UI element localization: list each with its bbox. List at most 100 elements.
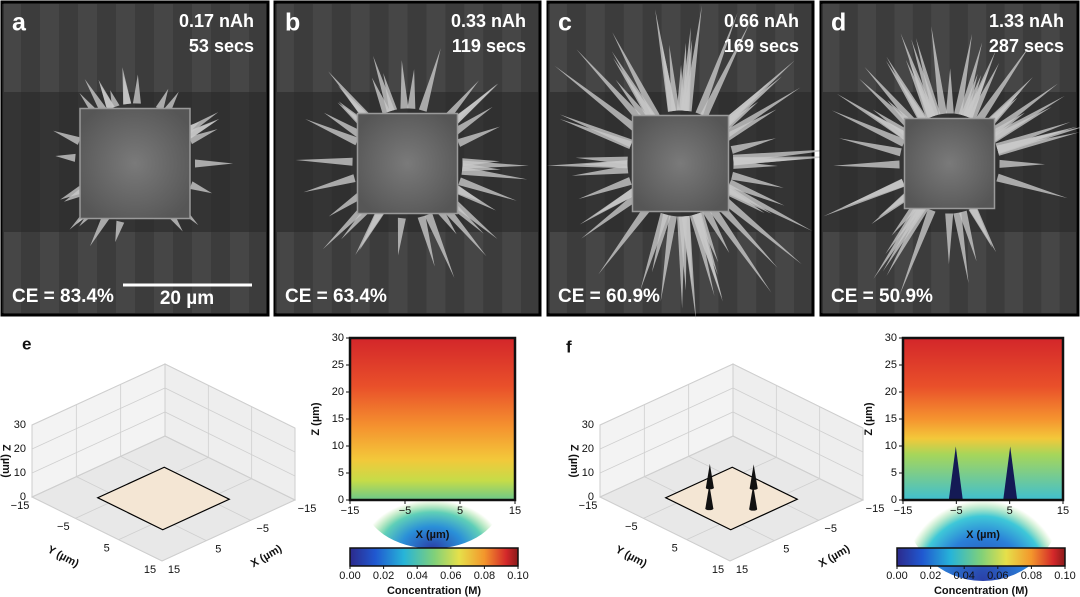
y-tick-label: 5 — [891, 467, 897, 479]
colorbar-tick-label: 0.10 — [1054, 570, 1075, 582]
dendrite — [578, 177, 632, 200]
dendrite-cone — [705, 463, 714, 488]
dendrite-cone — [749, 464, 758, 489]
dendrite — [886, 205, 929, 276]
y-tick-label: 0 — [338, 494, 344, 506]
dendrite — [397, 217, 406, 256]
dendrite — [991, 107, 1052, 143]
x-tick-label: 15 — [1057, 505, 1069, 517]
dendrite — [988, 112, 1025, 139]
lithium-deposit — [631, 114, 730, 213]
dendrite — [660, 215, 677, 302]
y-tick-label: 5 — [104, 543, 110, 555]
dendrite — [680, 27, 691, 111]
dendrite — [886, 56, 928, 123]
dendrite — [723, 87, 801, 139]
dendrite — [400, 60, 409, 109]
dendrite-base — [749, 507, 758, 511]
x-tick-label: −5 — [824, 523, 837, 535]
dendrite — [996, 130, 1065, 154]
y-axis-label: Y (µm) — [613, 544, 649, 571]
y-tick-label: 10 — [885, 440, 897, 452]
dendrite — [458, 177, 517, 201]
dendrite — [188, 129, 218, 145]
dendrite — [724, 185, 772, 214]
dendrite — [328, 190, 365, 217]
dendrite — [702, 208, 730, 254]
dendrite — [559, 119, 633, 149]
dendrite — [575, 156, 628, 165]
dendrite — [613, 57, 656, 121]
dendrite — [878, 190, 912, 218]
dendrite — [954, 33, 973, 115]
coulombic-efficiency: CE = 63.4% — [285, 286, 387, 307]
time: 287 secs — [989, 36, 1064, 56]
x-axis-label: X (µm) — [966, 529, 1000, 541]
panel-label: f — [566, 337, 572, 356]
dendrite — [725, 184, 813, 231]
dendrite — [454, 185, 482, 202]
y-tick-label: 5 — [672, 543, 678, 555]
dendrite-base — [705, 507, 714, 511]
y-axis-label: Z (µm) — [863, 402, 875, 436]
dendrite — [110, 90, 120, 108]
dendrite — [581, 192, 641, 239]
dendrite — [383, 73, 398, 112]
charge: 0.33 nAh — [451, 11, 526, 31]
dendrite — [576, 49, 648, 128]
sem-image — [546, 0, 843, 321]
colorbar — [896, 547, 1066, 567]
dendrite — [733, 160, 778, 169]
dendrite — [55, 153, 76, 162]
dendrite — [931, 26, 947, 115]
y-tick-label: 25 — [332, 359, 344, 371]
dendrite — [864, 66, 920, 129]
x-tick-label: −5 — [399, 505, 412, 517]
dendrite — [997, 132, 1080, 156]
dendrite — [189, 181, 213, 194]
x-tick-label: −15 — [866, 503, 885, 515]
dendrite — [728, 179, 785, 206]
dendrite — [407, 69, 416, 109]
dendrite — [305, 119, 359, 146]
dendrite — [418, 48, 441, 112]
time: 53 secs — [189, 36, 254, 56]
dendrite — [958, 42, 983, 117]
dendrite — [598, 203, 653, 275]
scale-bar-label: 20 µm — [160, 288, 214, 309]
dendrite — [295, 157, 353, 166]
coulombic-efficiency: CE = 60.9% — [558, 286, 660, 307]
colorbar-tick-label: 0.10 — [507, 570, 528, 582]
dendrite — [186, 120, 217, 140]
y-tick-label: 20 — [332, 386, 344, 398]
dendrite — [462, 160, 529, 169]
z-axis-label: Z (µm) — [0, 444, 12, 478]
x-tick-label: −15 — [341, 505, 360, 517]
y-tick-label: 5 — [338, 467, 344, 479]
charge: 0.66 nAh — [724, 11, 799, 31]
y-tick-label: 15 — [144, 564, 156, 576]
dendrite — [546, 160, 628, 169]
sem-image — [0, 0, 270, 317]
colorbar-tick-label: 0.00 — [339, 570, 360, 582]
dendrite — [836, 93, 910, 141]
y-tick-label: 15 — [712, 564, 724, 576]
colorbar-tick-label: 0.02 — [920, 570, 941, 582]
charge: 0.17 nAh — [179, 11, 254, 31]
dendrite — [968, 206, 993, 248]
dendrite — [724, 109, 777, 141]
dendrite — [115, 220, 125, 243]
dendrite — [60, 185, 83, 200]
dendrite — [194, 159, 234, 168]
panel-label: a — [12, 9, 27, 37]
dendrite — [872, 109, 911, 139]
dendrite — [571, 165, 629, 176]
y-tick-label: 0 — [891, 494, 897, 506]
dendrite — [842, 178, 905, 208]
lithium-deposit — [356, 112, 459, 215]
dendrite — [731, 171, 784, 188]
dendrite — [373, 55, 395, 113]
dendrite — [424, 212, 455, 278]
dendrite — [695, 12, 738, 116]
